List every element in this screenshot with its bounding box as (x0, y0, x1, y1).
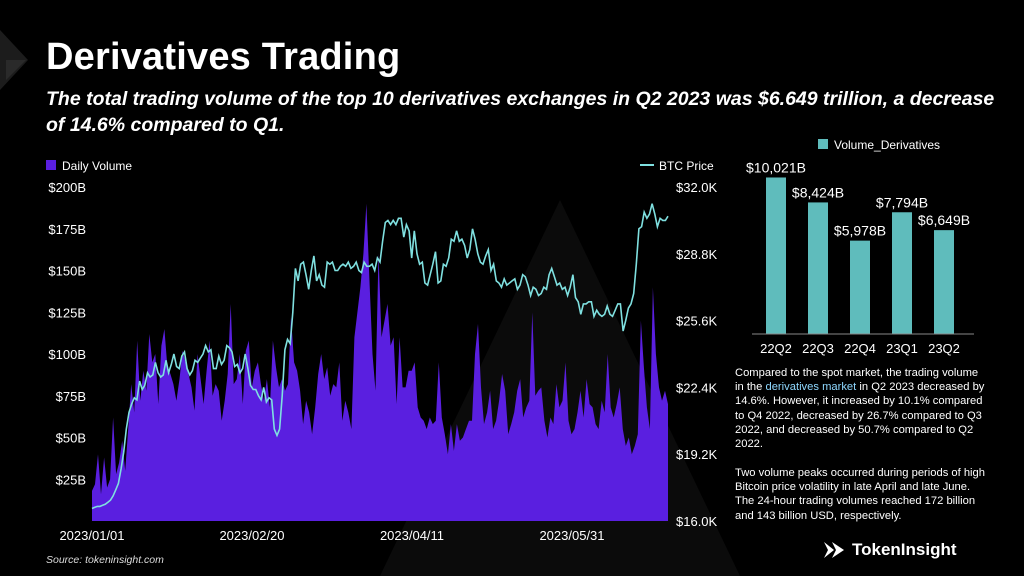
tokeninsight-logo: TokenInsight (822, 540, 957, 560)
quarterly-bars: $10,021B 22Q2 $8,424B 22Q3 $5,978B 22Q4 $7,794… (746, 159, 970, 356)
left-tick-label: $200B (48, 180, 86, 195)
corner-chevron-inner-shape (6, 60, 26, 80)
legend-label-daily-volume: Daily Volume (62, 159, 132, 173)
left-tick-label: $25B (56, 472, 86, 487)
bar-data-label: $10,021B (746, 159, 806, 175)
legend-label-volume-derivatives: Volume_Derivatives (834, 138, 940, 152)
x-tick-label: 2023/01/01 (59, 528, 124, 543)
btc-price-line (91, 203, 669, 510)
bar-22Q3 (808, 202, 828, 334)
bar-23Q2 (934, 230, 954, 334)
description-text: in Q2 2023 decreased by 14.6%. However, … (735, 381, 985, 451)
main-chart-legend: Daily Volume BTC Price (46, 159, 714, 173)
quarterly-derivatives-bar-chart: Volume_Derivatives $10,021B 22Q2 $8,424B 22… (746, 138, 974, 356)
page-title: Derivatives Trading (46, 36, 401, 78)
legend-swatch-daily-volume (46, 160, 56, 170)
x-tick-label: 2023/02/20 (219, 528, 284, 543)
page-subtitle: The total trading volume of the top 10 d… (46, 88, 995, 136)
bar-23Q1 (892, 212, 912, 334)
description-paragraph-1: Compared to the spot market, the trading… (735, 366, 985, 451)
right-tick-label: $25.6K (676, 314, 718, 329)
legend-label-btc-price: BTC Price (659, 159, 714, 173)
left-tick-label: $125B (48, 305, 86, 320)
bar-22Q2 (766, 177, 786, 334)
right-tick-label: $32.0K (676, 180, 718, 195)
right-tick-label: $28.8K (676, 247, 718, 262)
x-tick-label: 2023/05/31 (539, 528, 604, 543)
bar-data-label: $7,794B (876, 194, 928, 210)
x-axis-ticks: 2023/01/01 2023/02/20 2023/04/11 2023/05/31 (59, 528, 604, 543)
left-tick-label: $50B (56, 431, 86, 446)
bar-22Q4 (850, 240, 870, 334)
bar-category-label: 22Q2 (760, 341, 792, 356)
right-tick-label: $22.4K (676, 380, 718, 395)
right-tick-label: $16.0K (676, 514, 718, 529)
bar-data-label: $6,649B (918, 212, 970, 228)
description-paragraph-2: Two volume peaks occurred during periods… (735, 467, 985, 522)
bar-category-label: 22Q3 (802, 341, 834, 356)
left-axis-ticks: $25B $50B $75B $100B $125B $150B $175B $200B (48, 180, 86, 487)
bar-data-label: $5,978B (834, 223, 886, 239)
bar-category-label: 23Q1 (886, 341, 918, 356)
bar-category-label: 23Q2 (928, 341, 960, 356)
left-tick-label: $175B (48, 222, 86, 237)
description-text: Compared to the spot market, the trading… (735, 367, 979, 394)
right-axis-ticks: $16.0K $19.2K $22.4K $25.6K $28.8K $32.0K (676, 180, 718, 529)
x-tick-label: 2023/04/11 (380, 528, 444, 543)
bar-category-label: 22Q4 (844, 341, 876, 356)
source-note: Source: tokeninsight.com (46, 554, 164, 566)
left-tick-label: $75B (56, 389, 86, 404)
bar-data-label: $8,424B (792, 184, 844, 200)
derivatives-market-link[interactable]: derivatives market (765, 381, 857, 394)
volume-price-chart: Daily Volume BTC Price $25B $50B $75B $100B… (46, 159, 718, 543)
left-tick-label: $100B (48, 347, 86, 362)
daily-volume-area (92, 203, 668, 521)
right-tick-label: $19.2K (676, 447, 718, 462)
left-tick-label: $150B (48, 264, 86, 279)
logo-text: TokenInsight (852, 540, 957, 559)
legend-swatch-volume-derivatives (818, 139, 828, 149)
tokeninsight-logo-icon (824, 542, 844, 558)
